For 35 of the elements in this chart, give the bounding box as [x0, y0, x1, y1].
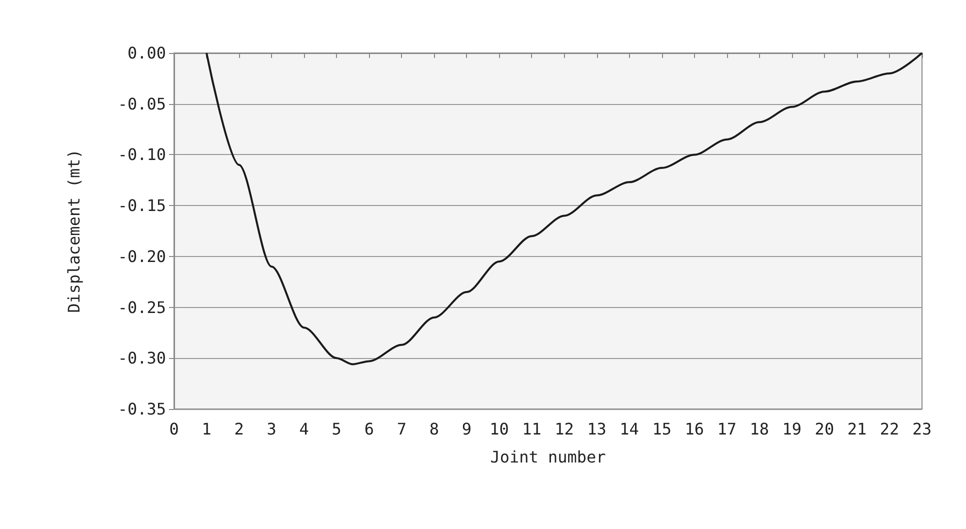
x-tick-label: 7: [396, 420, 406, 438]
y-tick-label: 0.00: [127, 44, 166, 62]
x-tick-label: 16: [684, 420, 704, 438]
x-tick-label: 12: [554, 420, 574, 438]
x-tick-label: 23: [912, 420, 932, 438]
y-tick-label: -0.10: [118, 145, 166, 164]
x-tick-label: 21: [847, 420, 867, 438]
x-tick-label: 9: [462, 420, 472, 438]
x-tick-label: 4: [299, 420, 309, 438]
x-tick-label: 13: [587, 420, 606, 438]
x-tick-label: 17: [717, 420, 736, 438]
x-tick-label: 10: [490, 420, 509, 438]
x-tick-label: 5: [332, 420, 342, 438]
x-tick-label: 19: [782, 420, 802, 438]
x-tick-label: 6: [364, 420, 374, 438]
y-axis-title: Displacement (mt): [64, 149, 84, 313]
y-tick-label: -0.15: [118, 196, 166, 216]
x-tick-label: 1: [202, 420, 212, 438]
x-tick-label: 18: [750, 420, 770, 438]
x-tick-label: 3: [266, 420, 276, 438]
x-tick-label: 8: [429, 420, 439, 438]
y-tick-label: -0.35: [118, 400, 166, 418]
y-tick-label: -0.30: [118, 348, 166, 368]
y-tick-label: -0.05: [118, 94, 166, 114]
x-tick-label: 0: [169, 420, 179, 438]
y-tick-label: -0.20: [118, 246, 166, 266]
y-tick-label: -0.25: [118, 298, 166, 317]
x-tick-label: 20: [814, 420, 834, 438]
line-series: [206, 52, 923, 366]
x-tick-label: 22: [880, 420, 900, 438]
x-axis-title: Joint number: [490, 448, 606, 466]
x-tick-label: 2: [234, 420, 244, 438]
x-tick-label: 11: [522, 420, 542, 438]
x-tick-label: 14: [620, 420, 639, 438]
x-tick-label: 15: [652, 420, 672, 438]
